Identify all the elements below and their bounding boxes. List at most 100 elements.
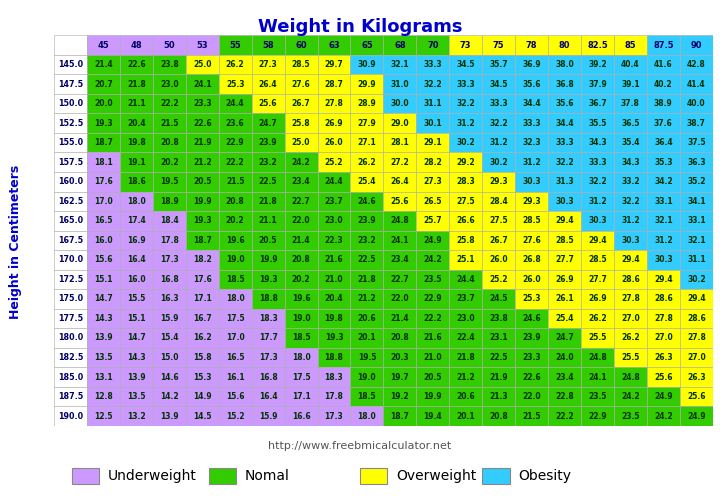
Bar — [318, 231, 351, 250]
Text: 50: 50 — [163, 40, 175, 49]
Bar — [153, 406, 186, 426]
Text: 34.5: 34.5 — [490, 80, 508, 89]
Text: 23.9: 23.9 — [258, 138, 277, 147]
Bar — [516, 270, 548, 289]
Bar — [252, 55, 284, 74]
Text: 17.6: 17.6 — [94, 177, 113, 186]
Text: 22.6: 22.6 — [127, 60, 145, 69]
Bar — [87, 367, 120, 387]
Bar — [383, 75, 416, 94]
Bar — [383, 308, 416, 328]
Bar — [219, 55, 252, 74]
Text: 21.8: 21.8 — [258, 197, 277, 206]
Bar — [120, 406, 153, 426]
Bar — [614, 231, 647, 250]
Text: 13.2: 13.2 — [127, 412, 145, 421]
Text: 18.7: 18.7 — [193, 236, 212, 245]
Bar — [548, 289, 581, 308]
Bar — [153, 250, 186, 270]
Text: 23.4: 23.4 — [292, 177, 310, 186]
Bar — [351, 308, 383, 328]
Bar — [383, 270, 416, 289]
Bar — [351, 75, 383, 94]
Text: 29.0: 29.0 — [390, 118, 409, 128]
Text: 20.3: 20.3 — [390, 353, 409, 362]
Bar — [186, 113, 219, 133]
Bar — [614, 387, 647, 406]
Bar — [614, 367, 647, 387]
Text: 19.5: 19.5 — [358, 353, 376, 362]
Text: 27.2: 27.2 — [390, 158, 409, 167]
Bar — [252, 348, 284, 367]
Text: 23.3: 23.3 — [193, 99, 212, 108]
Bar — [647, 270, 680, 289]
Text: 26.9: 26.9 — [588, 294, 607, 303]
Bar — [153, 270, 186, 289]
Text: 38.7: 38.7 — [687, 118, 706, 128]
Bar — [647, 55, 680, 74]
Text: 25.0: 25.0 — [193, 60, 212, 69]
Bar — [614, 270, 647, 289]
Bar — [680, 94, 713, 113]
Text: 16.0: 16.0 — [94, 236, 113, 245]
Bar — [581, 35, 614, 55]
Text: 26.2: 26.2 — [588, 314, 607, 323]
Bar — [482, 308, 516, 328]
Bar — [680, 55, 713, 74]
Text: 24.2: 24.2 — [621, 392, 640, 401]
Text: 58: 58 — [262, 40, 274, 49]
Bar — [219, 250, 252, 270]
Text: 65: 65 — [361, 40, 373, 49]
Bar — [54, 308, 87, 328]
Bar — [318, 328, 351, 348]
Bar — [153, 55, 186, 74]
Bar — [416, 270, 449, 289]
Text: 19.7: 19.7 — [390, 372, 409, 382]
Text: 14.3: 14.3 — [94, 314, 113, 323]
Text: 25.4: 25.4 — [358, 177, 376, 186]
Text: 24.9: 24.9 — [654, 392, 672, 401]
Bar — [318, 172, 351, 192]
Bar — [54, 367, 87, 387]
Bar — [614, 250, 647, 270]
Bar — [449, 35, 482, 55]
Bar — [614, 192, 647, 211]
Bar — [252, 231, 284, 250]
Bar — [351, 153, 383, 172]
Text: 18.3: 18.3 — [325, 372, 343, 382]
Text: 30.3: 30.3 — [621, 236, 640, 245]
Bar — [647, 308, 680, 328]
Text: 23.0: 23.0 — [325, 216, 343, 225]
Text: 15.2: 15.2 — [226, 412, 244, 421]
Bar — [516, 289, 548, 308]
Text: 165.0: 165.0 — [58, 216, 83, 225]
Text: 28.6: 28.6 — [687, 314, 706, 323]
Bar — [581, 387, 614, 406]
Text: 175.0: 175.0 — [58, 294, 83, 303]
Bar — [614, 113, 647, 133]
Bar — [87, 231, 120, 250]
Bar — [284, 94, 318, 113]
Text: 27.8: 27.8 — [621, 294, 640, 303]
Text: 14.6: 14.6 — [160, 372, 179, 382]
Text: 180.0: 180.0 — [58, 334, 83, 343]
Text: 28.9: 28.9 — [358, 99, 377, 108]
Bar — [54, 348, 87, 367]
Bar — [614, 35, 647, 55]
Text: 25.6: 25.6 — [687, 392, 706, 401]
Text: 13.9: 13.9 — [160, 412, 179, 421]
Bar — [680, 192, 713, 211]
Text: 28.6: 28.6 — [654, 294, 672, 303]
Bar — [647, 94, 680, 113]
Bar — [647, 406, 680, 426]
Text: 33.3: 33.3 — [490, 99, 508, 108]
Bar — [416, 55, 449, 74]
Bar — [351, 55, 383, 74]
Bar — [54, 270, 87, 289]
Text: 19.0: 19.0 — [226, 256, 245, 265]
Bar — [614, 328, 647, 348]
Text: 27.1: 27.1 — [358, 138, 377, 147]
Text: 16.2: 16.2 — [193, 334, 212, 343]
Bar — [449, 153, 482, 172]
Bar — [351, 250, 383, 270]
